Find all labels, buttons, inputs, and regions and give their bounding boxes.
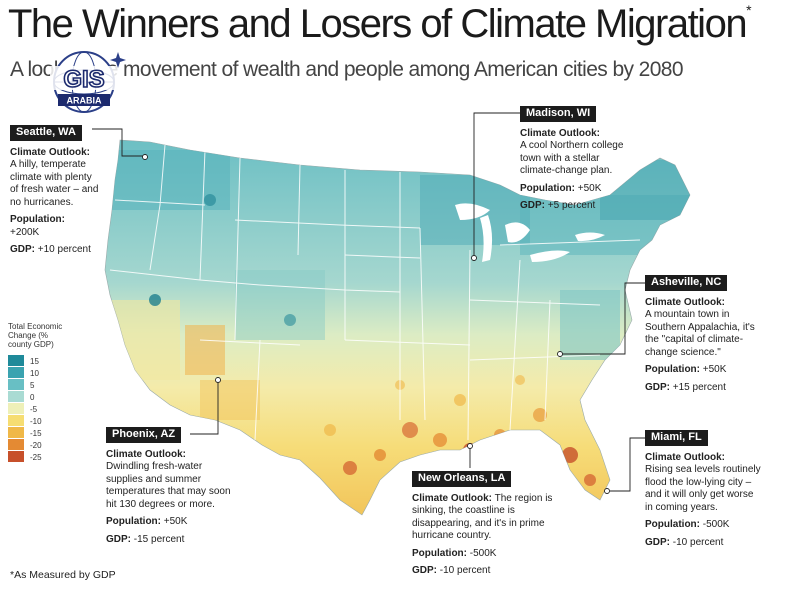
callout-seattle-outlook-label: Climate Outlook: — [10, 146, 91, 158]
callout-miami-pop: -500K — [702, 519, 730, 530]
logo-text-top: GIS — [63, 66, 104, 93]
callout-madison-pop-label: Population: — [520, 182, 575, 194]
legend-label: 5 — [30, 380, 35, 390]
page-title: The Winners and Losers of Climate Migrat… — [8, 2, 751, 46]
logo-text-bottom: ARABIA — [67, 96, 102, 106]
legend-swatch — [8, 427, 24, 439]
callout-madison-city: Madison, WI — [520, 106, 597, 122]
callout-asheville-gdp: +15 percent — [672, 381, 726, 393]
callout-madison-outlook-label: Climate Outlook: — [520, 127, 601, 139]
legend-swatch — [8, 451, 24, 463]
legend-label: 10 — [30, 368, 39, 378]
page-subtitle: A look at the movement of wealth and peo… — [10, 58, 684, 81]
callout-miami-outlook: Rising sea levels routinely flood the lo… — [645, 464, 761, 513]
legend-item: 5 — [8, 379, 68, 391]
callout-asheville: Asheville, NC Climate Outlook: A mountain… — [645, 275, 757, 399]
legend-item: 15 — [8, 355, 68, 367]
callout-neworleans-city: New Orleans, LA — [412, 471, 512, 487]
legend-item: -25 — [8, 451, 68, 463]
legend-item: -10 — [8, 415, 68, 427]
callout-seattle: Seattle, WA Climate Outlook: A hilly, tem… — [10, 125, 102, 262]
callout-miami-city: Miami, FL — [645, 430, 708, 446]
callout-phoenix-outlook: Dwindling fresh-water supplies and summe… — [106, 461, 231, 510]
callout-seattle-gdp-label: GDP: — [10, 244, 35, 255]
legend-swatch — [8, 439, 24, 451]
legend-label: -10 — [30, 416, 42, 426]
callout-neworleans-gdp-label: GDP: — [412, 565, 437, 576]
map-legend: Total Economic Change (% county GDP) 15 … — [8, 322, 68, 463]
legend-label: -15 — [30, 428, 42, 438]
legend-label: -20 — [30, 440, 42, 450]
callout-phoenix-pop: +50K — [163, 516, 188, 527]
callout-asheville-city: Asheville, NC — [645, 275, 728, 291]
legend-item: -20 — [8, 439, 68, 451]
legend-swatch — [8, 355, 24, 367]
callout-neworleans: New Orleans, LA Climate Outlook: The reg… — [412, 471, 560, 583]
legend-item: 10 — [8, 367, 68, 379]
callout-neworleans-pop-label: Population: — [412, 547, 467, 559]
callout-madison-pop: +50K — [577, 182, 602, 194]
callout-neworleans-pop: -500K — [469, 547, 497, 559]
callout-phoenix-pop-label: Population: — [106, 516, 161, 527]
legend-label: 15 — [30, 356, 39, 366]
legend-swatch — [8, 391, 24, 403]
callout-seattle-gdp: +10 percent — [37, 244, 91, 255]
legend-item: -15 — [8, 427, 68, 439]
legend-swatch — [8, 415, 24, 427]
callout-neworleans-gdp: -10 percent — [439, 565, 491, 576]
gis-arabia-logo: GIS ARABIA — [50, 51, 126, 113]
callout-seattle-outlook: A hilly, temperate climate with plenty o… — [10, 159, 99, 208]
callout-phoenix-outlook-label: Climate Outlook: — [106, 448, 187, 460]
callout-neworleans-outlook-label: Climate Outlook: — [412, 492, 493, 504]
callout-miami-pop-label: Population: — [645, 519, 700, 530]
title-asterisk: * — [746, 2, 751, 18]
legend-scale: 15 10 5 0 -5 -10 -15 -20 -25 — [8, 355, 68, 463]
callout-miami-gdp-label: GDP: — [645, 536, 670, 548]
callout-miami-outlook-label: Climate Outlook: — [645, 451, 726, 463]
callout-asheville-outlook: A mountain town in Southern Appalachia, … — [645, 309, 755, 358]
legend-swatch — [8, 403, 24, 415]
callout-madison-gdp-label: GDP: — [520, 200, 545, 211]
legend-swatch — [8, 379, 24, 391]
callout-asheville-outlook-label: Climate Outlook: — [645, 296, 726, 308]
callout-asheville-gdp-label: GDP: — [645, 381, 670, 393]
legend-title: Total Economic Change (% county GDP) — [8, 322, 63, 349]
callout-madison: Madison, WI Climate Outlook: A cool North… — [520, 106, 630, 218]
callout-seattle-city: Seattle, WA — [10, 125, 82, 141]
callout-phoenix-gdp-label: GDP: — [106, 533, 131, 545]
callout-miami-gdp: -10 percent — [672, 536, 724, 548]
callout-madison-outlook: A cool Northern college town with a stel… — [520, 140, 624, 176]
callout-seattle-pop-label: Population: — [10, 214, 65, 225]
legend-label: 0 — [30, 392, 35, 402]
callout-madison-gdp: +5 percent — [547, 200, 596, 211]
callout-phoenix-gdp: -15 percent — [133, 533, 185, 545]
legend-item: 0 — [8, 391, 68, 403]
callout-neworleans-outlook: The region is sinking, the coastline is … — [412, 492, 553, 542]
callout-phoenix: Phoenix, AZ Climate Outlook: Dwindling fr… — [106, 427, 236, 551]
legend-item: -5 — [8, 403, 68, 415]
callout-miami: Miami, FL Climate Outlook: Rising sea lev… — [645, 430, 763, 554]
legend-swatch — [8, 367, 24, 379]
footnote: *As Measured by GDP — [10, 569, 116, 581]
callout-seattle-pop: +200K — [10, 226, 40, 238]
callout-asheville-pop: +50K — [702, 364, 727, 375]
callout-phoenix-city: Phoenix, AZ — [106, 427, 182, 443]
callout-asheville-pop-label: Population: — [645, 364, 700, 375]
legend-label: -25 — [30, 452, 42, 462]
legend-label: -5 — [30, 404, 38, 414]
